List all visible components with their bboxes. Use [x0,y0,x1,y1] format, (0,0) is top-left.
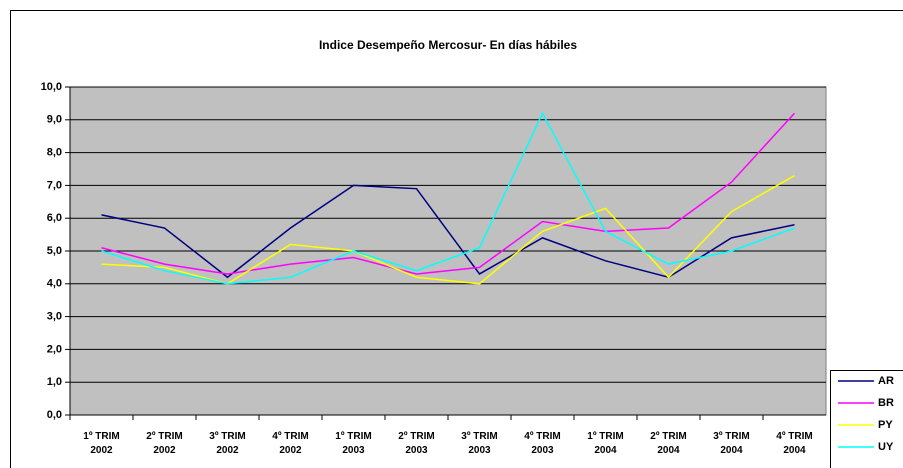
x-tick-label-line: 1º TRIM [83,431,119,442]
series-line [101,111,795,285]
legend-label: AR [878,375,894,387]
series-line [101,184,795,279]
y-tick-label: 1,0 [47,376,62,388]
x-tick-label-line: 2002 [279,445,302,456]
x-tick-label: 1º TRIM 2002 [83,431,119,456]
x-tick-label-line: 2º TRIM [398,431,434,442]
x-tick-label-line: 2002 [153,445,176,456]
legend-label: BR [878,397,894,409]
y-tick-label: 8,0 [47,147,62,159]
x-tick-label: 3º TRIM 2004 [713,431,749,456]
y-tick-label: 0,0 [47,409,62,421]
x-tick-label-line: 2º TRIM [650,431,686,442]
x-tick-label-line: 3º TRIM [461,431,497,442]
x-tick-label-line: 1º TRIM [335,431,371,442]
legend-label: PY [878,419,893,431]
x-tick-label-line: 2002 [216,445,239,456]
x-tick-label: 4º TRIM 2004 [776,431,812,456]
x-tick-label-line: 1º TRIM [587,431,623,442]
y-tick-label: 10,0 [41,81,62,93]
x-tick-label-line: 3º TRIM [209,431,245,442]
x-tick-label-line: 2003 [468,445,491,456]
chart-title: Indice Desempeño Mercosur- En días hábil… [319,38,577,52]
x-tick-label-line: 2003 [405,445,428,456]
x-tick-label-line: 2002 [90,445,113,456]
x-tick-label: 2º TRIM 2002 [146,431,182,456]
x-tick-label-line: 2004 [783,445,806,456]
x-tick-label-line: 2004 [720,445,743,456]
x-tick-label-line: 4º TRIM [776,431,812,442]
x-tick-label-line: 2º TRIM [146,431,182,442]
legend-box [830,370,903,468]
x-tick-label: 3º TRIM 2002 [209,431,245,456]
legend-label: UY [878,441,894,453]
x-tick-label-line: 2003 [342,445,365,456]
x-tick-label: 2º TRIM 2003 [398,431,434,456]
y-tick-label: 3,0 [47,311,62,323]
x-tick-label: 1º TRIM 2004 [587,431,623,456]
x-tick-label: 3º TRIM 2003 [461,431,497,456]
y-tick-label: 2,0 [47,343,62,355]
x-tick-label: 4º TRIM 2002 [272,431,308,456]
x-tick-label-line: 2004 [657,445,680,456]
y-tick-label: 9,0 [47,114,62,126]
x-tick-label: 1º TRIM 2003 [335,431,371,456]
x-tick-label-line: 4º TRIM [272,431,308,442]
x-tick-label-line: 2003 [531,445,554,456]
series-line [101,112,796,275]
y-tick-label: 5,0 [47,245,62,257]
x-tick-label-line: 2004 [594,445,617,456]
y-tick-label: 6,0 [47,212,62,224]
x-tick-label-line: 4º TRIM [524,431,560,442]
x-tick-label-line: 3º TRIM [713,431,749,442]
y-tick-label: 7,0 [47,179,62,191]
y-tick-label: 4,0 [47,278,62,290]
x-tick-label: 4º TRIM 2003 [524,431,560,456]
x-tick-label: 2º TRIM 2004 [650,431,686,456]
